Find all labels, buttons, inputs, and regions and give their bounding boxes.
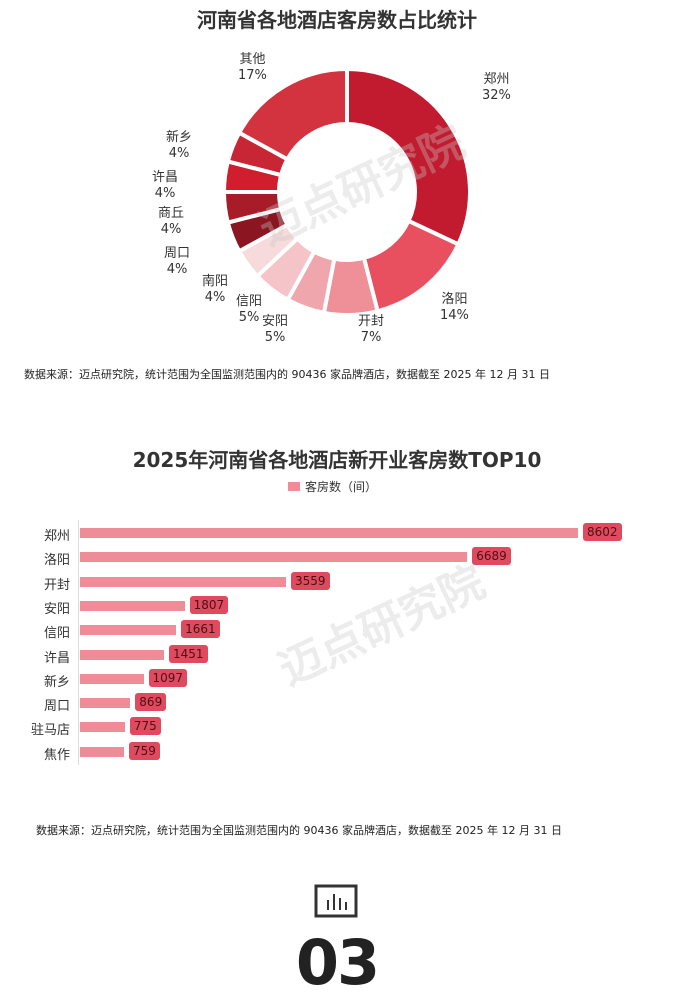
y-tick-label: 安阳 (43, 601, 70, 617)
data-label: 1807 (189, 595, 229, 614)
y-tick-label: 郑州 (43, 529, 70, 544)
pie-label-name: 商丘 (158, 206, 185, 221)
y-tick-label: 许昌 (43, 650, 70, 666)
pie-label-name: 安阳 (262, 314, 289, 329)
pie-label: 信阳 5% (236, 294, 262, 326)
pie-label-name: 周口 (164, 246, 191, 261)
y-tick-label: 焦作 (43, 747, 70, 763)
bar-驻马店 (80, 722, 125, 733)
pie-label-value: 4% (166, 262, 188, 277)
watermark-2: 迈点研究院 (271, 556, 493, 696)
pie-label-value: 14% (440, 308, 469, 323)
pie-label: 其他 17% (238, 52, 267, 84)
bar-title: 2025年河南省各地酒店新开业客房数TOP10 (132, 448, 542, 472)
donut-chart (221, 66, 472, 317)
data-label: 3559 (291, 571, 330, 590)
bar-焦作 (80, 746, 124, 757)
pie-label: 安阳 5% (262, 314, 288, 346)
pie-label-value: 4% (160, 222, 182, 237)
slice-其他 (236, 66, 349, 162)
data-label: 8602 (583, 523, 622, 541)
pie-label-name: 郑州 (483, 72, 510, 87)
y-tick-label: 周口 (43, 699, 70, 715)
data-label: 775 (129, 717, 161, 736)
y-tick-label: 新乡 (43, 674, 70, 690)
pie-label: 南阳 4% (202, 274, 228, 306)
data-label: 1661 (181, 620, 220, 639)
pie-label: 开封 7% (358, 314, 384, 346)
pie-label-value: 4% (168, 146, 190, 161)
bar-郑州 (80, 528, 578, 538)
pie-label: 商丘 4% (158, 206, 184, 238)
bar-legend: 客房数（间） (288, 478, 377, 495)
pie-label: 新乡 4% (166, 130, 192, 162)
y-axis (78, 520, 79, 765)
pie-label-value: 5% (264, 330, 286, 345)
bar-周口 (80, 698, 131, 709)
bar-source: 数据来源：迈点研究院，统计范围为全国监测范围内的 90436 家品牌酒店，数据截… (36, 824, 562, 837)
bar-chart-icon (314, 884, 358, 920)
slice-郑州 (345, 66, 472, 248)
legend-swatch (288, 482, 300, 491)
data-label: 759 (128, 741, 160, 760)
data-label: 1451 (169, 644, 208, 663)
pie-label-value: 5% (238, 310, 260, 325)
y-tick-label: 驻马店 (30, 723, 70, 739)
pie-title: 河南省各地酒店客房数占比统计 (197, 8, 477, 32)
pie-label-name: 其他 (239, 52, 266, 67)
pie-label-name: 洛阳 (441, 292, 468, 307)
section-number: 03 (295, 926, 380, 999)
bar-开封 (80, 576, 287, 587)
pie-label-name: 信阳 (236, 294, 263, 309)
legend-label: 客房数（间） (305, 480, 378, 494)
pie-label-name: 新乡 (166, 130, 193, 145)
data-label: 1097 (148, 668, 188, 687)
bar-许昌 (80, 649, 164, 660)
pie-label-value: 4% (154, 186, 176, 201)
pie-label-name: 开封 (358, 314, 385, 329)
bar-新乡 (80, 673, 144, 684)
pie-source: 数据来源：迈点研究院，统计范围为全国监测范围内的 90436 家品牌酒店，数据截… (24, 368, 550, 381)
bar-信阳 (80, 625, 177, 636)
pie-label-value: 32% (482, 88, 511, 103)
y-tick-label: 信阳 (43, 626, 70, 642)
pie-label-value: 4% (204, 290, 226, 305)
pie-label: 郑州 32% (482, 72, 511, 104)
bar-洛阳 (80, 552, 468, 563)
pie-label: 周口 4% (164, 246, 190, 278)
data-label: 869 (135, 693, 167, 712)
pie-label-value: 17% (238, 68, 267, 83)
pie-label: 洛阳 14% (440, 292, 469, 324)
pie-label-name: 南阳 (202, 274, 229, 289)
y-tick-label: 开封 (43, 577, 70, 593)
pie-label-name: 许昌 (152, 170, 179, 185)
pie-label-value: 7% (360, 330, 382, 345)
data-label: 6689 (472, 547, 511, 566)
bar-安阳 (80, 600, 185, 611)
pie-label: 许昌 4% (152, 170, 178, 202)
y-tick-label: 洛阳 (43, 553, 70, 569)
